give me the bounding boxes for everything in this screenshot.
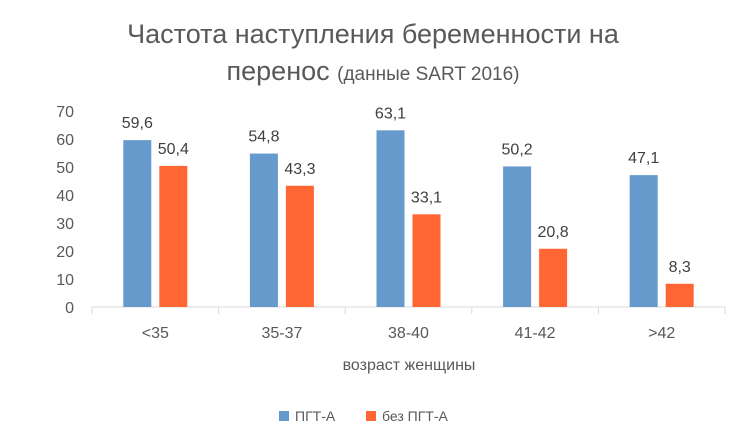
chart-title-line-2: перенос (данные SART 2016) [227, 56, 520, 86]
data-label: 8,3 [669, 259, 691, 276]
x-tick-label: >42 [648, 325, 675, 342]
x-axis-categories: <35 35-37 38-40 41-42 >42 [142, 325, 676, 342]
y-tick-label: 50 [56, 160, 74, 177]
x-tick-label: 35-37 [261, 325, 302, 342]
y-tick-label: 70 [56, 104, 74, 121]
y-tick-label: 0 [65, 300, 74, 317]
x-axis-ticks [91, 307, 726, 314]
legend-swatch [279, 411, 289, 421]
y-axis: 0 10 20 30 40 50 60 70 [56, 104, 74, 317]
bar [249, 153, 278, 307]
x-tick-label: 41-42 [515, 325, 556, 342]
y-tick-label: 60 [56, 132, 74, 149]
x-tick-label: 38-40 [388, 325, 429, 342]
legend-swatch [366, 411, 376, 421]
bar [503, 166, 532, 307]
data-labels: 59,6 50,4 54,8 43,3 63,1 33,1 50,2 20,8 47,1 8,3 [122, 105, 691, 275]
data-label: 33,1 [411, 189, 442, 206]
y-tick-label: 20 [56, 244, 74, 261]
bar [159, 165, 188, 307]
bars [123, 130, 694, 307]
legend: ПГТ-А без ПГТ-А [279, 408, 449, 424]
data-label: 50,2 [502, 141, 533, 158]
legend-label: ПГТ-А [295, 408, 336, 424]
bar [629, 175, 658, 307]
bar [665, 283, 694, 307]
data-label: 63,1 [375, 105, 406, 122]
y-tick-label: 30 [56, 216, 74, 233]
data-label: 59,6 [122, 115, 153, 132]
bar [539, 248, 568, 307]
y-tick-label: 10 [56, 272, 74, 289]
data-label: 50,4 [158, 141, 189, 158]
bar [285, 185, 314, 307]
y-tick-label: 40 [56, 188, 74, 205]
data-label: 43,3 [284, 161, 315, 178]
x-axis-title: возраст женщины [343, 357, 476, 374]
legend-label: без ПГТ-А [382, 408, 449, 424]
data-label: 20,8 [538, 224, 569, 241]
data-label: 54,8 [248, 129, 279, 146]
x-tick-label: <35 [142, 325, 169, 342]
chart-title-subtitle: (данные SART 2016) [337, 64, 519, 85]
data-label: 47,1 [628, 150, 659, 167]
bar [376, 130, 405, 307]
bar [412, 214, 441, 307]
chart-title-main: перенос [227, 56, 338, 86]
chart-title-line-1: Частота наступления беременности на [127, 19, 620, 49]
bar [123, 140, 152, 307]
